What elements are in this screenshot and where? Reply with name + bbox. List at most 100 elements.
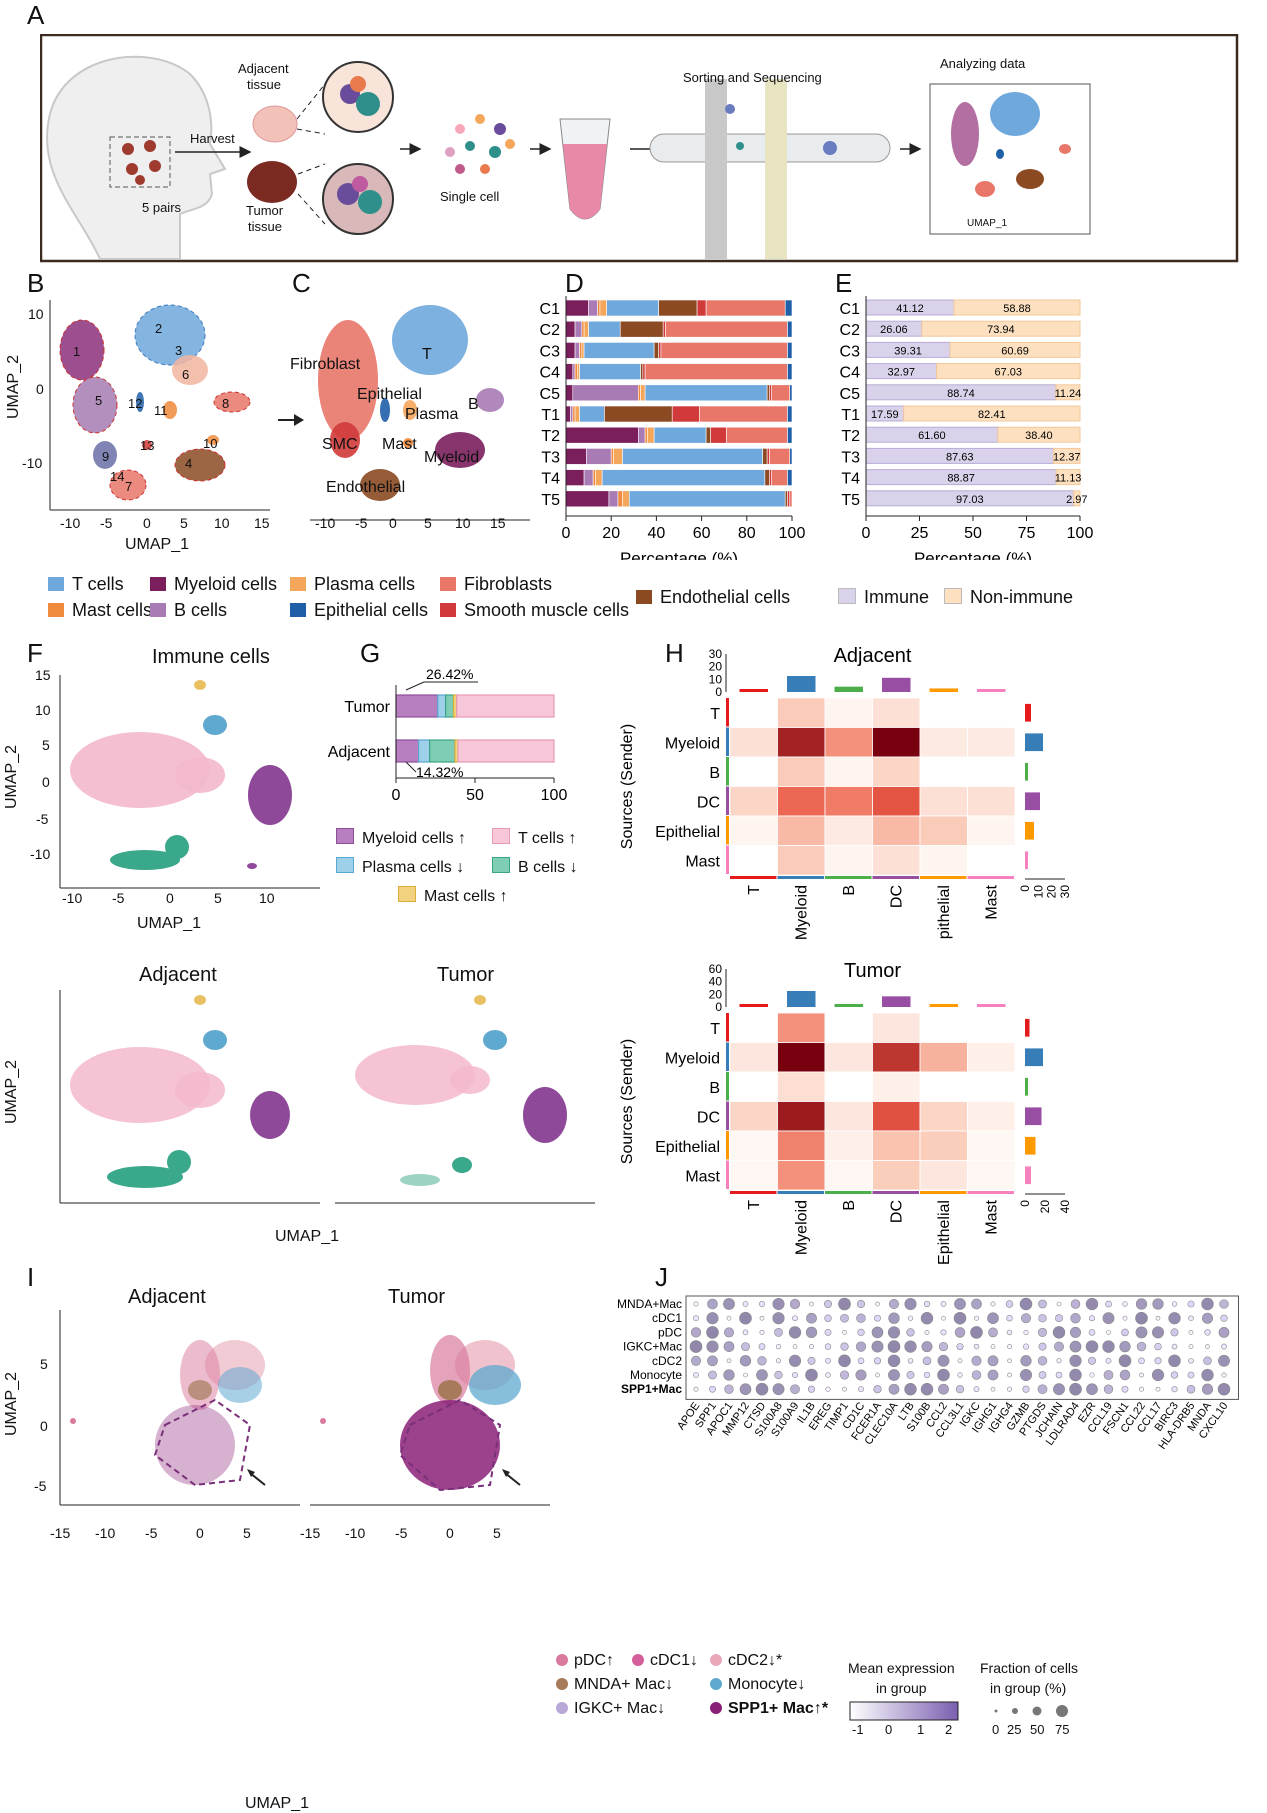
j-dot	[825, 1357, 831, 1364]
h-tum-col-label: Myeloid	[793, 1200, 810, 1255]
j-mean-tick-2: 1	[917, 1722, 925, 1737]
c-label-smc: SMC	[322, 436, 358, 453]
j-mean-tick-0: -1	[852, 1722, 864, 1737]
d-bar-segment	[572, 384, 639, 402]
h-adj-cell	[729, 786, 778, 817]
j-frac-title-2: in group (%)	[990, 1680, 1067, 1696]
b-cluster-9: 9	[102, 449, 110, 464]
f-title: Immune cells	[152, 646, 270, 668]
h-tum-cell	[872, 1160, 921, 1191]
g-leader-line	[405, 761, 417, 773]
h-adj-cell	[777, 786, 826, 817]
d-bar-segment	[595, 469, 603, 486]
h-adj-top-tick: 10	[709, 672, 723, 686]
j-row-label: SPP1+Mac	[621, 1382, 682, 1396]
j-dot	[920, 1383, 934, 1396]
h-adj-cell	[824, 845, 873, 876]
i-left-xtick-0: -15	[50, 1525, 71, 1541]
j-dot	[790, 1384, 800, 1395]
j-row-label: Monocyte	[630, 1368, 682, 1382]
j-dot	[990, 1386, 996, 1392]
d-bar-segment	[579, 405, 605, 423]
legend-swatch	[290, 603, 306, 617]
h-tum-top-bar	[787, 991, 816, 1007]
d-x-tick-label: 60	[693, 525, 711, 542]
g-legend-item: Plasma cells ↓	[336, 857, 464, 877]
i-ytick-0: 5	[40, 1356, 48, 1372]
h-tum-right-bar	[1025, 1166, 1031, 1185]
j-dot	[1168, 1312, 1181, 1325]
h-tum-cell	[824, 1160, 873, 1191]
j-dot	[1218, 1354, 1230, 1367]
legend-dot	[710, 1654, 722, 1666]
legend-label: SPP1+ Mac↑*	[728, 1700, 829, 1717]
panel-e-immune-bars: C1 41.12 58.88 C2 26.06 73.94 C3 39.31 60.69 C4 32…	[840, 296, 1094, 560]
e-bar-nonimmune	[953, 299, 1081, 316]
j-dot	[1085, 1340, 1099, 1353]
legend-label: Smooth muscle cells	[464, 600, 630, 620]
cell-legend-item: B cells	[150, 600, 227, 621]
legend-dot	[556, 1702, 568, 1714]
b-cluster-5: 5	[95, 393, 103, 408]
j-dot	[954, 1298, 966, 1310]
d-bar-segment	[574, 405, 580, 423]
h-tum-cell	[777, 1042, 826, 1073]
j-dot	[1119, 1340, 1131, 1353]
j-dot	[1007, 1358, 1012, 1364]
e-x-tick-label: 25	[911, 525, 929, 542]
d-bar-segment	[565, 490, 610, 508]
j-dot	[937, 1368, 950, 1382]
j-dot	[873, 1357, 882, 1365]
d-bar-segment	[570, 405, 574, 423]
h-tum-cell	[967, 1071, 1016, 1102]
d-bar-segment	[579, 342, 583, 359]
j-dot	[838, 1297, 851, 1311]
j-dot	[1119, 1369, 1131, 1381]
cell-legend-item: Fibroblasts	[440, 574, 552, 595]
i-ytick-1: 0	[40, 1418, 48, 1434]
c-label-mast: Mast	[382, 436, 417, 453]
h-tum-title: Tumor	[844, 960, 901, 982]
g-legend-item: Mast cells ↑	[398, 886, 508, 906]
j-dot	[775, 1358, 782, 1364]
e-x-tick-label: 100	[1067, 525, 1094, 542]
d-bar-segment	[576, 363, 580, 380]
legend-label: Epithelial cells	[314, 600, 429, 620]
legend-dot	[632, 1654, 644, 1666]
i-xlabel: UMAP_1	[245, 1795, 310, 1812]
j-mean-title-2: in group	[876, 1680, 927, 1696]
h-adj-cell	[919, 727, 968, 758]
f-xtick-4: 10	[259, 890, 275, 906]
panel-label-g: G	[360, 638, 381, 668]
h-adj-top-bar	[787, 676, 816, 692]
j-dot	[970, 1326, 983, 1339]
j-dot	[824, 1343, 832, 1350]
h-tum-col-label: Epithelial	[936, 1200, 953, 1265]
harvest-label: Harvest	[190, 131, 235, 146]
b-xtick-4: 10	[214, 515, 230, 531]
h-tum-cell	[919, 1160, 968, 1191]
j-dot	[1121, 1385, 1129, 1393]
h-tum-col-label: T	[746, 1200, 763, 1210]
h-tum-cell	[919, 1012, 968, 1043]
e-label-immune: 88.87	[947, 473, 975, 485]
d-bar-segment	[583, 342, 655, 359]
j-dot	[824, 1328, 832, 1336]
panel-label-e: E	[835, 268, 853, 298]
h-adj-top-bar	[739, 689, 768, 692]
d-bar-segment	[640, 363, 644, 380]
legend-swatch	[440, 603, 456, 617]
i-left-xtick-1: -10	[95, 1525, 116, 1541]
e-bar-nonimmune	[1073, 490, 1081, 507]
c-label-plasma: Plasma	[405, 406, 459, 423]
j-dot	[1203, 1356, 1212, 1366]
h-tum-row-color	[726, 1013, 729, 1042]
d-bar-segment	[640, 384, 646, 402]
legend-label: B cells	[174, 600, 228, 620]
j-dot	[1138, 1357, 1145, 1365]
j-dot	[971, 1370, 982, 1380]
h-adj-cell	[967, 845, 1016, 876]
j-dot	[791, 1371, 799, 1379]
g-bar-segment	[457, 739, 555, 763]
panel-label-j: J	[655, 1262, 668, 1292]
